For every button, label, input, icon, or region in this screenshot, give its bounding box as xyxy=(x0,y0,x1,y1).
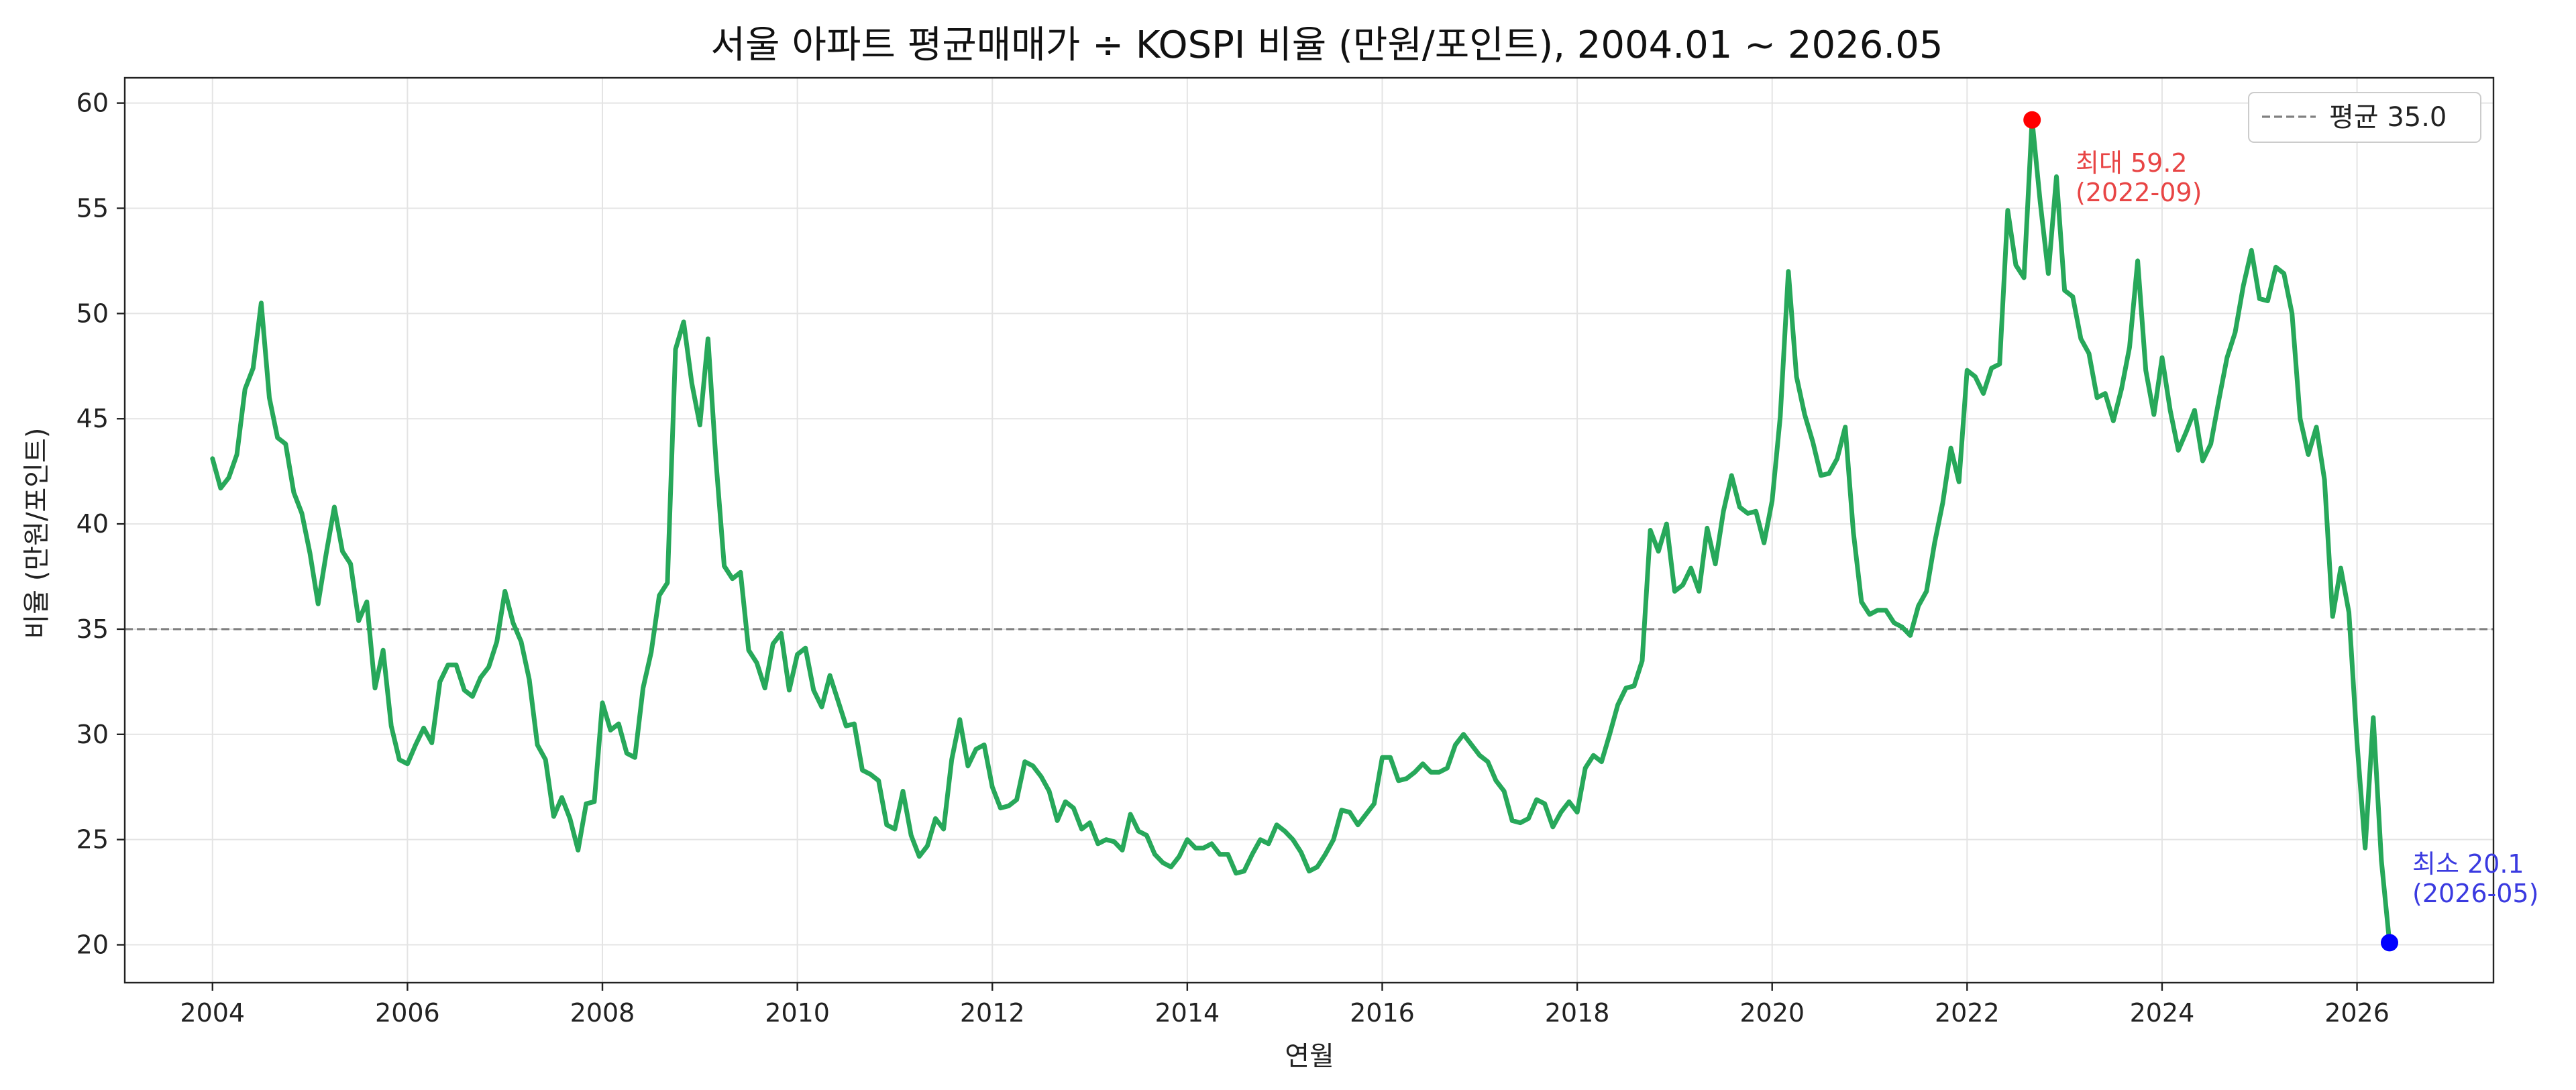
y-tick-label: 25 xyxy=(76,825,109,855)
x-tick-label: 2020 xyxy=(1739,998,1805,1028)
legend: 평균 35.0 xyxy=(2248,92,2481,143)
y-axis: 20 25 30 35 40 45 50 55 60 xyxy=(76,89,125,960)
max-annotation: 최대 59.2 (2022-09) xyxy=(2076,148,2202,207)
x-tick-label: 2014 xyxy=(1155,998,1220,1028)
x-tick-label: 2016 xyxy=(1350,998,1415,1028)
min-annotation-date: (2026-05) xyxy=(2412,879,2538,908)
x-tick-label: 2010 xyxy=(765,998,830,1028)
chart-title: 서울 아파트 평균매매가 ÷ KOSPI 비율 (만원/포인트), 2004.0… xyxy=(711,23,1943,67)
x-tick-label: 2006 xyxy=(375,998,440,1028)
y-axis-title: 비율 (만원/포인트) xyxy=(21,427,52,639)
x-axis-title: 연월 xyxy=(1285,1041,1334,1072)
x-tick-label: 2004 xyxy=(180,998,245,1028)
y-tick-label: 55 xyxy=(76,194,109,223)
y-tick-label: 20 xyxy=(76,930,109,960)
series-layer xyxy=(210,117,2392,945)
max-point-marker xyxy=(2023,111,2041,129)
max-annotation-date: (2022-09) xyxy=(2076,178,2202,207)
legend-box xyxy=(2248,92,2481,143)
x-tick-label: 2008 xyxy=(570,998,635,1028)
plot-frame xyxy=(123,76,2495,984)
x-tick-label: 2022 xyxy=(1935,998,2000,1028)
grid xyxy=(125,78,2493,983)
x-tick-label: 2012 xyxy=(960,998,1025,1028)
y-tick-label: 50 xyxy=(76,298,109,328)
y-tick-label: 45 xyxy=(76,404,109,433)
min-annotation-label: 최소 20.1 xyxy=(2412,849,2524,879)
legend-mean-label: 평균 35.0 xyxy=(2329,102,2447,133)
x-axis: 2004 2006 2008 2010 2012 2014 2016 2018 2020 2022… xyxy=(180,983,2390,1028)
min-point-marker xyxy=(2381,934,2399,952)
x-tick-label: 2018 xyxy=(1545,998,1610,1028)
y-tick-label: 30 xyxy=(76,720,109,749)
max-annotation-label: 최대 59.2 xyxy=(2076,148,2188,178)
series-line xyxy=(210,117,2392,945)
marker-layer xyxy=(2023,111,2399,952)
x-tick-label: 2026 xyxy=(2324,998,2390,1028)
y-tick-label: 35 xyxy=(76,614,109,644)
x-tick-label: 2024 xyxy=(2130,998,2195,1028)
y-tick-label: 40 xyxy=(76,509,109,539)
y-tick-label: 60 xyxy=(76,89,109,118)
min-annotation: 최소 20.1 (2026-05) xyxy=(2412,849,2538,908)
